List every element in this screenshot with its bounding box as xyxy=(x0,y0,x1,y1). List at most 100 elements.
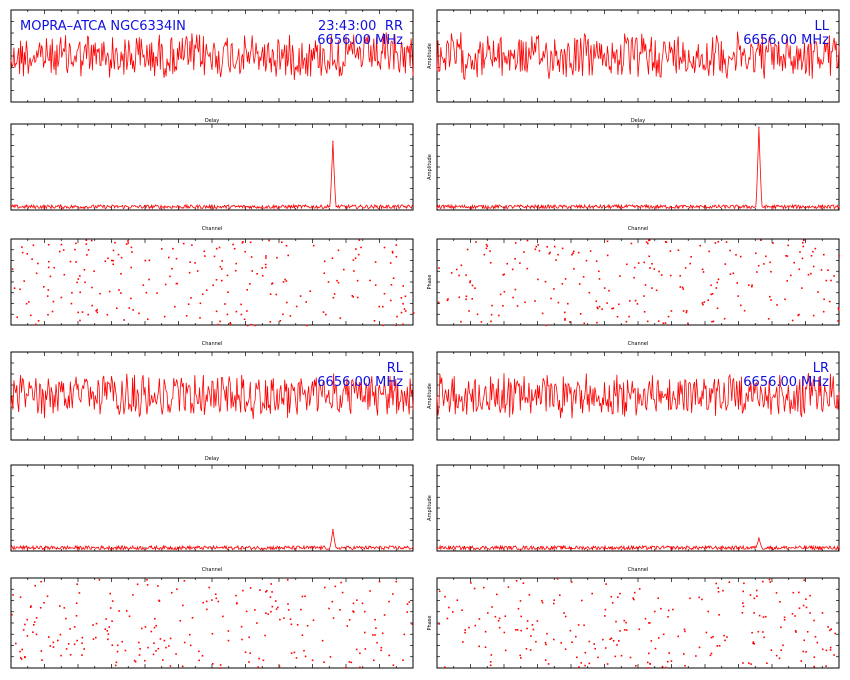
phase-point xyxy=(520,657,522,659)
phase-point xyxy=(284,278,286,281)
phase-point xyxy=(194,262,196,264)
phase-point xyxy=(312,619,315,622)
phase-point xyxy=(602,638,604,641)
phase-point xyxy=(383,246,386,249)
phase-point xyxy=(644,284,647,286)
phase-point xyxy=(716,307,719,310)
phase-point xyxy=(544,641,547,644)
phase-point xyxy=(598,278,601,280)
phase-point xyxy=(358,239,361,241)
phase-point xyxy=(295,305,298,308)
phase-point xyxy=(444,595,446,598)
phase-point xyxy=(106,630,109,632)
phase-point xyxy=(199,317,201,319)
phase-point xyxy=(112,263,114,266)
phase-point xyxy=(281,241,283,243)
phase-point xyxy=(553,599,555,601)
phase-point xyxy=(805,598,807,600)
phase-point xyxy=(240,625,243,628)
phase-point xyxy=(765,255,767,258)
phase-point xyxy=(144,659,146,662)
phase-point xyxy=(485,243,488,246)
phase-point xyxy=(215,310,218,313)
phase-point xyxy=(838,255,840,257)
phase-point xyxy=(402,285,404,287)
phase-point xyxy=(403,633,406,636)
phase-point xyxy=(489,262,492,264)
phase-point xyxy=(81,636,84,639)
phase-point xyxy=(615,620,617,623)
phase-point xyxy=(183,641,186,644)
phase-point xyxy=(148,259,151,262)
phase-point xyxy=(51,310,54,313)
phase-point xyxy=(498,314,500,317)
phase-point xyxy=(168,645,170,647)
phase-point xyxy=(227,639,230,642)
phase-point xyxy=(762,616,765,618)
phase-point xyxy=(130,246,133,249)
phase-point xyxy=(234,269,237,272)
phase-point xyxy=(601,308,603,310)
phase-point xyxy=(224,303,226,305)
phase-point xyxy=(711,320,713,323)
phase-point xyxy=(828,300,831,303)
phase-point xyxy=(768,578,771,581)
phase-point xyxy=(265,612,267,614)
phase-point xyxy=(474,624,477,627)
phase-point xyxy=(110,259,113,262)
plot-frame xyxy=(436,464,840,552)
phase-point xyxy=(77,311,79,314)
phase-point xyxy=(465,295,468,298)
phase-point xyxy=(99,292,101,295)
phase-point xyxy=(120,273,122,275)
phase-point xyxy=(619,275,621,277)
phase-point xyxy=(755,252,757,255)
phase-point xyxy=(546,246,548,248)
phase-point xyxy=(490,313,493,316)
phase-point xyxy=(793,261,795,264)
phase-point xyxy=(503,273,505,276)
phase-point xyxy=(218,246,221,249)
phase-point xyxy=(380,649,382,652)
phase-point xyxy=(460,264,463,267)
phase-point xyxy=(12,594,14,596)
phase-point xyxy=(79,275,81,277)
phase-point xyxy=(341,591,344,594)
phase-point xyxy=(128,307,131,309)
phase-point xyxy=(244,651,247,653)
phase-point xyxy=(243,318,246,321)
phase-point xyxy=(756,271,758,273)
phase-point xyxy=(221,260,223,262)
phase-point xyxy=(825,649,828,652)
phase-point xyxy=(460,320,462,323)
phase-point xyxy=(751,285,753,288)
phase-point xyxy=(117,253,120,256)
phase-point xyxy=(710,652,713,655)
phase-point xyxy=(95,310,97,312)
phase-point xyxy=(248,661,250,663)
phase-point xyxy=(749,594,752,596)
phase-point xyxy=(348,661,351,663)
phase-point xyxy=(198,659,200,662)
phase-point xyxy=(756,595,758,597)
phase-point xyxy=(364,610,366,613)
phase-point xyxy=(807,273,810,276)
phase-point xyxy=(710,636,713,639)
phase-point xyxy=(594,647,596,650)
phase-point xyxy=(214,593,217,596)
phase-point xyxy=(69,654,72,656)
phase-point xyxy=(191,617,194,619)
phase-point xyxy=(743,309,746,312)
phase-point xyxy=(147,646,149,649)
phase-point xyxy=(312,244,315,247)
y-axis-label: Amplitude xyxy=(427,154,433,180)
phase-point xyxy=(578,666,580,668)
phase-point xyxy=(286,579,289,581)
phase-point xyxy=(653,268,656,270)
phase-point xyxy=(24,656,26,658)
polarization-label: RR xyxy=(385,19,403,34)
phase-point xyxy=(98,579,101,581)
phase-point xyxy=(33,621,36,623)
phase-point xyxy=(175,653,177,655)
phase-point xyxy=(446,299,449,302)
